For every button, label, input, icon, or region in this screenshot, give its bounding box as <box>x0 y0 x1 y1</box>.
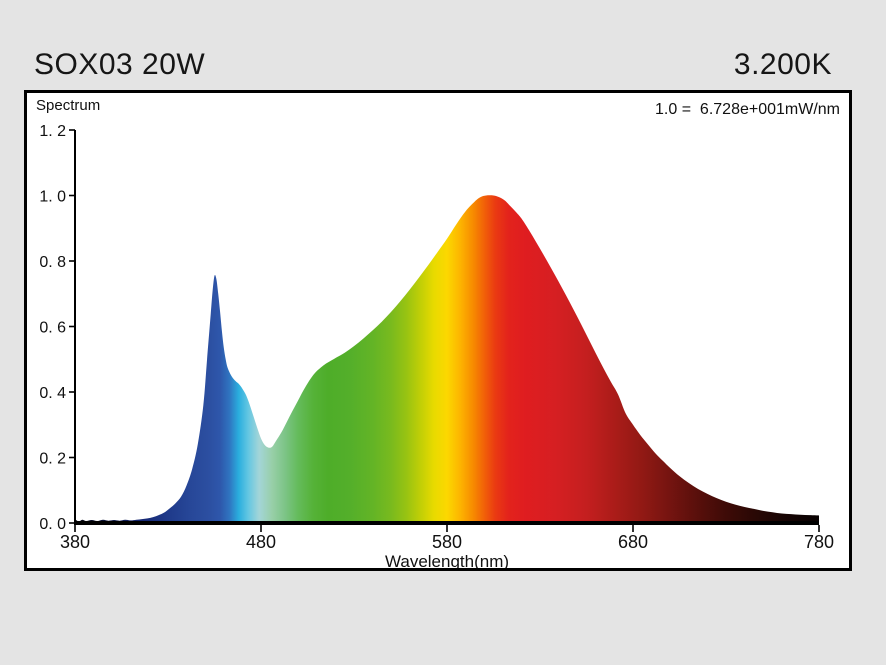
y-tick-label: 0. 4 <box>39 385 66 402</box>
y-tick-label: 0. 8 <box>39 254 66 271</box>
x-tick-label: 580 <box>432 532 462 552</box>
y-tick-label: 0. 0 <box>39 516 66 533</box>
x-tick-label: 380 <box>60 532 90 552</box>
y-tick-label: 0. 2 <box>39 451 66 468</box>
y-tick-label: 1. 2 <box>39 123 66 140</box>
color-temperature-label: 3.200K <box>733 48 832 81</box>
chart-title: Spectrum <box>36 97 101 114</box>
lamp-model-title: SOX03 20W <box>34 48 206 81</box>
spectrum-area <box>75 195 819 524</box>
y-tick-label: 1. 0 <box>39 189 66 206</box>
x-tick-label: 780 <box>804 532 834 552</box>
x-tick-label: 680 <box>618 532 648 552</box>
spectrum-plot: 0. 0 0. 2 0. 4 0. 6 0. 8 1. 0 1. 2 380 480 580 680… <box>39 123 834 568</box>
scale-note: 1.0 = 6.728e+001mW/nm <box>655 101 840 118</box>
y-tick-label: 0. 6 <box>39 320 66 337</box>
x-axis-title: Wavelength(nm) <box>385 552 509 568</box>
x-tick-label: 480 <box>246 532 276 552</box>
